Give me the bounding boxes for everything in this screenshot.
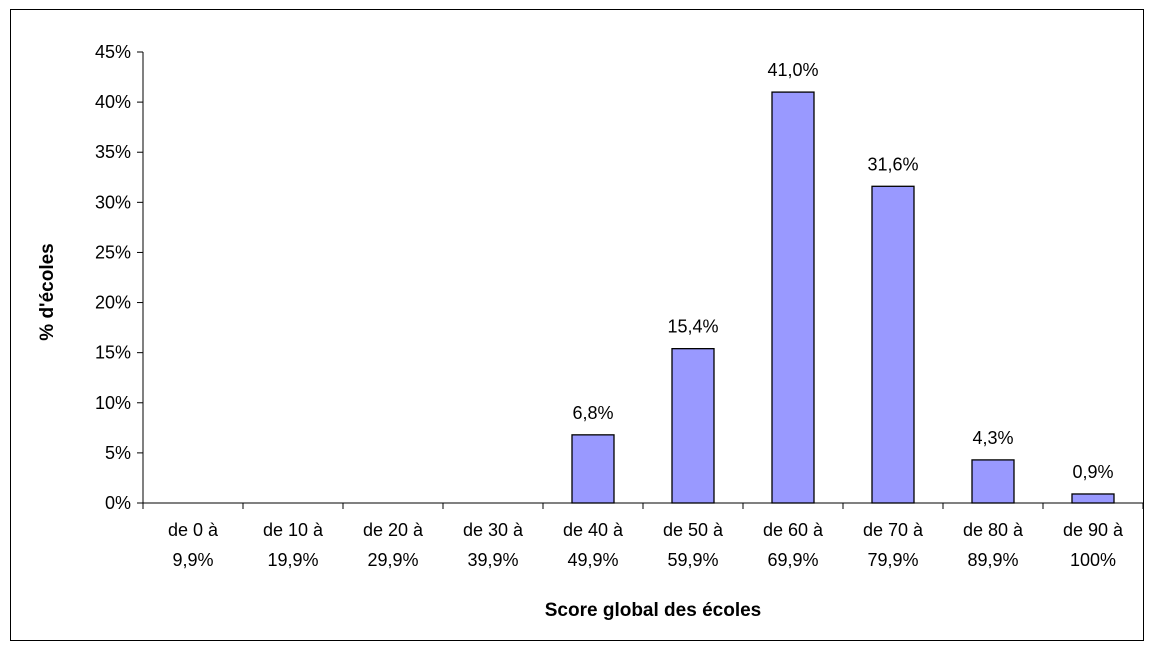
x-tick-label: de 70 à bbox=[863, 520, 924, 540]
data-label: 41,0% bbox=[767, 60, 818, 80]
bar bbox=[972, 460, 1014, 503]
x-tick-label: de 20 à bbox=[363, 520, 424, 540]
data-label: 0,9% bbox=[1072, 462, 1113, 482]
y-tick-label: 30% bbox=[95, 192, 131, 212]
y-tick-label: 5% bbox=[105, 443, 131, 463]
y-axis-ticks: 0% 5% 10% 15% 20% 25% 30% 35% 40% 45% bbox=[95, 42, 143, 513]
x-tick-label: 89,9% bbox=[967, 550, 1018, 570]
bars bbox=[572, 92, 1114, 503]
bar bbox=[572, 435, 614, 503]
bar-chart: 0%5%10%15%20%25%30%35%40%45% de 0 à9,9%d… bbox=[11, 10, 1145, 642]
data-labels: 6,8% 15,4% 41,0% 31,6% 4,3% 0,9% bbox=[572, 60, 1113, 482]
y-tick-label: 10% bbox=[95, 393, 131, 413]
bar bbox=[872, 186, 914, 503]
y-tick-label: 35% bbox=[95, 142, 131, 162]
y-tick-label: 40% bbox=[95, 92, 131, 112]
x-tick-label: de 0 à bbox=[168, 520, 219, 540]
x-tick-label: 19,9% bbox=[267, 550, 318, 570]
x-tick-label: 69,9% bbox=[767, 550, 818, 570]
bar bbox=[1072, 494, 1114, 503]
x-tick-label: 79,9% bbox=[867, 550, 918, 570]
x-tick-label: 39,9% bbox=[467, 550, 518, 570]
y-tick-label: 0% bbox=[105, 493, 131, 513]
data-label: 31,6% bbox=[867, 154, 918, 174]
data-label: 6,8% bbox=[572, 403, 613, 423]
data-label: 4,3% bbox=[972, 428, 1013, 448]
y-tick-label: 45% bbox=[95, 42, 131, 62]
chart-frame: 0% 5% 10% 15% 20% 25% 30% 35% 40% 45% de 0 à 9,9% d… bbox=[10, 9, 1144, 641]
x-tick-label: 100% bbox=[1070, 550, 1116, 570]
x-tick-label: de 80 à bbox=[963, 520, 1024, 540]
x-axis-title: Score global des écoles bbox=[545, 600, 761, 621]
x-tick-label: 29,9% bbox=[367, 550, 418, 570]
x-tick-label: de 30 à bbox=[463, 520, 524, 540]
y-axis-title: % d'écoles bbox=[37, 243, 58, 340]
x-tick-label: 49,9% bbox=[567, 550, 618, 570]
x-tick-label: de 60 à bbox=[763, 520, 824, 540]
x-tick-label: de 40 à bbox=[563, 520, 624, 540]
y-tick-label: 15% bbox=[95, 343, 131, 363]
x-axis-ticks: de 0 à 9,9% de 10 à 19,9% de 20 à 29,9% de 30 … bbox=[143, 503, 1143, 570]
x-tick-label: 59,9% bbox=[667, 550, 718, 570]
x-tick-label: de 10 à bbox=[263, 520, 324, 540]
x-tick-label: de 90 à bbox=[1063, 520, 1124, 540]
x-tick-label: de 50 à bbox=[663, 520, 724, 540]
y-tick-label: 20% bbox=[95, 293, 131, 313]
bar bbox=[772, 92, 814, 503]
data-label: 15,4% bbox=[667, 317, 718, 337]
bar bbox=[672, 349, 714, 503]
x-tick-label: 9,9% bbox=[172, 550, 213, 570]
y-tick-label: 25% bbox=[95, 242, 131, 262]
